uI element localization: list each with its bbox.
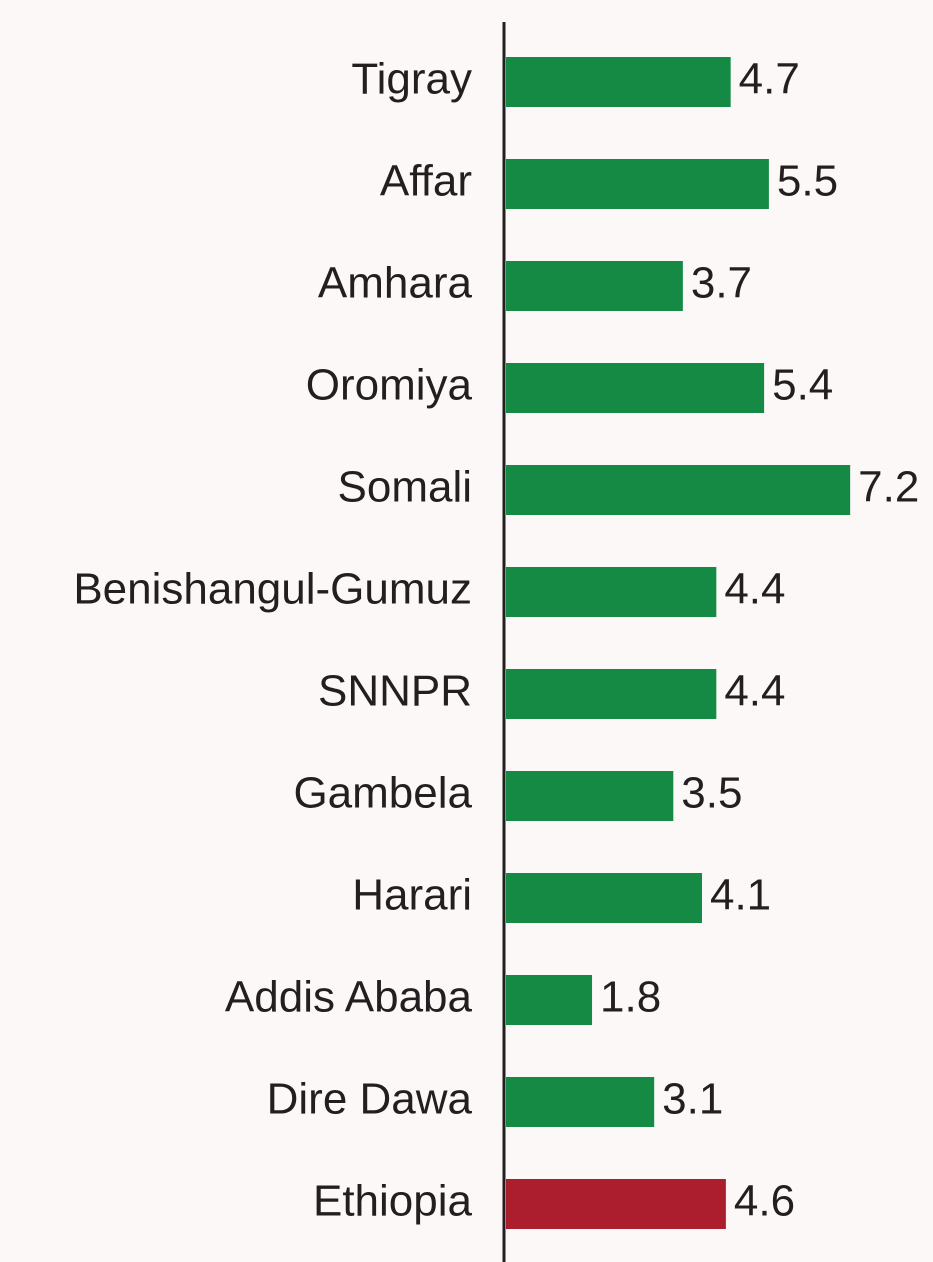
category-label: Tigray	[351, 55, 472, 104]
bar	[506, 975, 593, 1025]
bar	[506, 363, 765, 413]
category-label: Oromiya	[306, 361, 473, 410]
category-label: SNNPR	[318, 667, 472, 716]
category-label: Affar	[380, 157, 472, 206]
category-label: Benishangul-Gumuz	[73, 565, 472, 614]
bar	[506, 1179, 726, 1229]
value-label: 4.1	[710, 871, 771, 920]
category-label: Addis Ababa	[225, 973, 473, 1022]
category-label: Amhara	[318, 259, 473, 308]
bar	[506, 261, 683, 311]
bar	[506, 465, 851, 515]
value-label: 3.5	[681, 769, 742, 818]
category-label: Gambela	[293, 769, 472, 818]
bar	[506, 873, 702, 923]
value-label: 5.5	[777, 157, 838, 206]
category-label: Dire Dawa	[267, 1075, 473, 1124]
bar	[506, 1077, 655, 1127]
value-label: 3.7	[691, 259, 752, 308]
bar	[506, 669, 717, 719]
bar	[506, 771, 674, 821]
value-label: 4.6	[734, 1177, 795, 1226]
category-label: Harari	[352, 871, 472, 920]
bar	[506, 57, 731, 107]
category-label: Somali	[338, 463, 473, 512]
value-label: 5.4	[772, 361, 833, 410]
value-label: 7.2	[858, 463, 919, 512]
value-label: 3.1	[662, 1075, 723, 1124]
category-label: Ethiopia	[313, 1177, 473, 1226]
bar	[506, 159, 769, 209]
value-label: 4.4	[724, 565, 785, 614]
value-label: 4.7	[739, 55, 800, 104]
value-label: 1.8	[600, 973, 661, 1022]
bar	[506, 567, 717, 617]
value-label: 4.4	[724, 667, 785, 716]
